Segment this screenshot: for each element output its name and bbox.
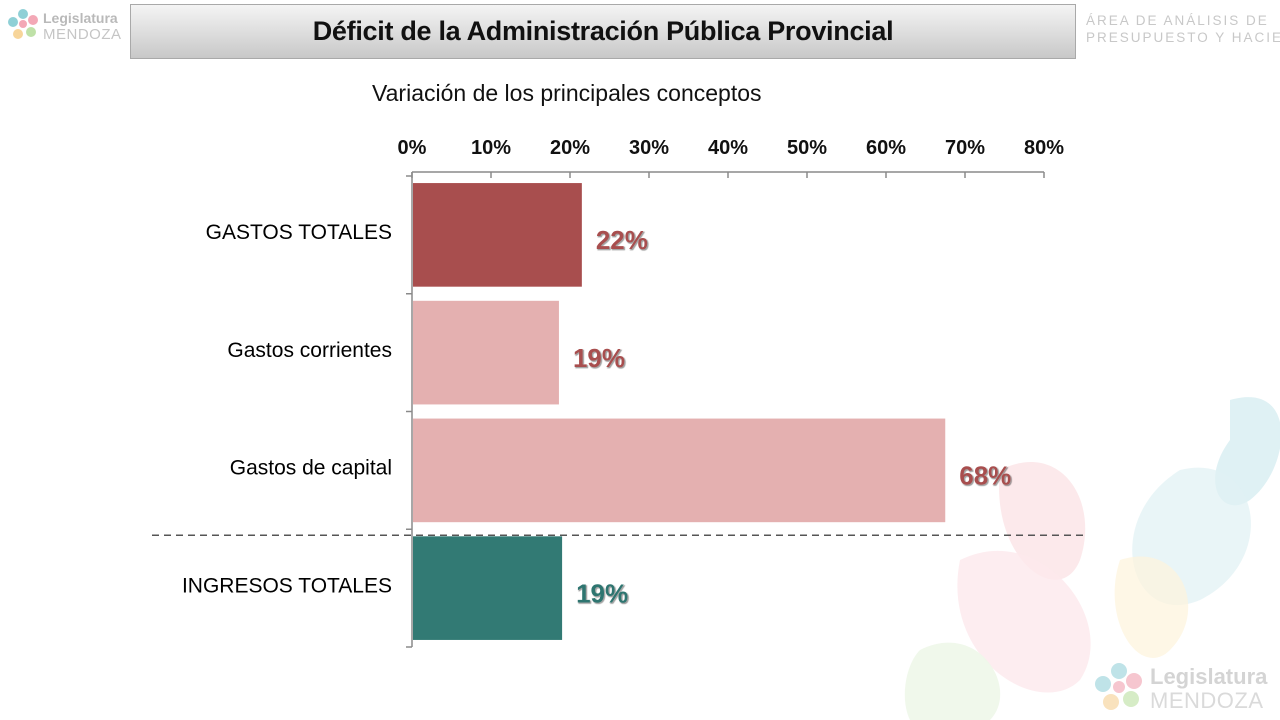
x-tick-label: 30%	[629, 137, 669, 159]
area-label: ÁREA DE ANÁLISIS DE PRESUPUESTO Y HACIEN…	[1086, 12, 1280, 46]
legislatura-logo-bottom: Legislatura MENDOZA	[1092, 660, 1272, 715]
logo-line2: MENDOZA	[1150, 688, 1264, 713]
bar	[413, 183, 582, 287]
x-tick-label: 70%	[945, 137, 985, 159]
title-banner: Déficit de la Administración Pública Pro…	[130, 4, 1076, 59]
data-label: 22%	[596, 225, 648, 255]
logo-line2: MENDOZA	[43, 26, 122, 43]
data-label: 68%	[959, 461, 1011, 491]
legislatura-logo: Legislatura MENDOZA	[6, 6, 126, 46]
category-label: INGRESOS TOTALES	[182, 574, 392, 597]
logo-line1: Legislatura	[1150, 664, 1268, 689]
logo-flower-icon	[1095, 663, 1142, 710]
category-label: GASTOS TOTALES	[206, 221, 392, 244]
bar	[413, 536, 563, 640]
bar	[413, 300, 559, 405]
category-label: Gastos de capital	[230, 457, 392, 480]
x-tick-label: 10%	[471, 137, 511, 159]
logo-flower-icon	[8, 9, 38, 39]
area-line2: PRESUPUESTO Y HACIENDA	[1086, 30, 1280, 45]
bar	[413, 418, 946, 523]
data-label: 19%	[573, 343, 625, 373]
x-tick-label: 0%	[398, 137, 427, 159]
x-tick-label: 60%	[866, 137, 906, 159]
area-line1: ÁREA DE ANÁLISIS DE	[1086, 13, 1269, 28]
category-label: Gastos corrientes	[227, 339, 392, 362]
x-tick-label: 50%	[787, 137, 827, 159]
x-tick-label: 40%	[708, 137, 748, 159]
page-title: Déficit de la Administración Pública Pro…	[312, 16, 894, 46]
x-tick-label: 20%	[550, 137, 590, 159]
x-tick-label: 80%	[1024, 137, 1064, 159]
chart-title: Variación de los principales conceptos	[372, 80, 762, 106]
data-label: 19%	[576, 578, 628, 608]
logo-line1: Legislatura	[43, 10, 118, 26]
